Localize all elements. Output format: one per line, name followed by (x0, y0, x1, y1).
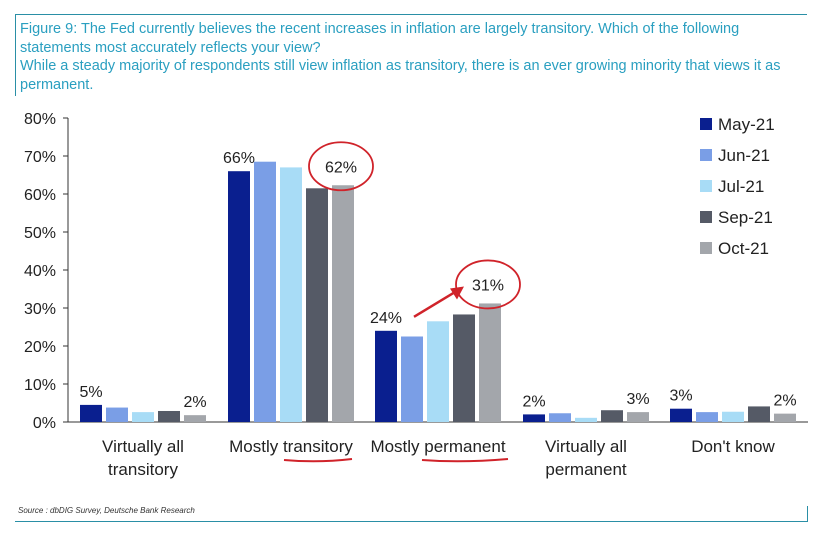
category-label: Virtually all (102, 437, 184, 456)
legend-swatch (700, 149, 712, 161)
highlight-circle (455, 259, 521, 310)
bar-jun-21 (549, 413, 571, 422)
category-label: Don't know (691, 437, 775, 456)
legend-swatch (700, 211, 712, 223)
bar-oct-21 (332, 185, 354, 422)
bar-sep-21 (158, 410, 180, 422)
category-label: Mostly permanent (370, 437, 505, 456)
category-label: Mostly transitory (229, 437, 353, 456)
bar-may-21 (523, 414, 545, 422)
y-tick-label: 70% (24, 149, 56, 166)
category-label: permanent (545, 460, 627, 479)
legend-swatch (700, 180, 712, 192)
bar-oct-21 (774, 413, 796, 422)
bar-jul-21 (427, 321, 449, 422)
bar-sep-21 (748, 406, 770, 422)
trend-arrow-line (413, 290, 457, 318)
bar-oct-21 (184, 415, 206, 422)
legend-label: May-21 (718, 115, 775, 134)
underline-transitory (283, 458, 353, 463)
bar-may-21 (228, 171, 250, 422)
data-label: 3% (626, 391, 649, 408)
data-label: 62% (325, 159, 357, 176)
trend-arrow-head (450, 286, 464, 300)
figure-caption: Figure 9: The Fed currently believes the… (20, 20, 800, 94)
bar-may-21 (670, 408, 692, 422)
frame-right-border (807, 506, 808, 522)
frame-left-border (15, 14, 16, 96)
legend-swatch (700, 118, 712, 130)
data-label: 3% (669, 388, 692, 405)
underline-permanent (421, 458, 509, 463)
data-label: 2% (522, 393, 545, 410)
bar-oct-21 (627, 412, 649, 422)
data-label: 2% (773, 393, 796, 410)
bar-oct-21 (479, 303, 501, 422)
y-tick-label: 60% (24, 187, 56, 204)
y-tick-label: 20% (24, 339, 56, 356)
bar-may-21 (80, 404, 102, 422)
legend-label: Sep-21 (718, 208, 773, 227)
bar-sep-21 (306, 188, 328, 422)
caption-title: Figure 9: The Fed currently believes the… (20, 21, 740, 56)
legend-label: Jul-21 (718, 177, 764, 196)
legend-label: Jun-21 (718, 146, 770, 165)
data-label: 66% (223, 150, 255, 167)
caption-subtitle: While a steady majority of respondents s… (20, 58, 781, 93)
bar-jul-21 (280, 167, 302, 422)
data-label: 5% (79, 384, 102, 401)
source-note: Source : dbDIG Survey, Deutsche Bank Res… (18, 506, 195, 515)
y-tick-label: 0% (33, 415, 56, 432)
bar-jun-21 (696, 412, 718, 422)
bar-jul-21 (132, 412, 154, 422)
category-label: transitory (108, 460, 178, 479)
y-tick-label: 10% (24, 377, 56, 394)
frame-bottom-border (15, 521, 808, 522)
y-tick-label: 40% (24, 263, 56, 280)
y-tick-label: 50% (24, 225, 56, 242)
y-tick-label: 80% (24, 111, 56, 128)
bar-jun-21 (106, 407, 128, 422)
frame-top-border (15, 14, 807, 15)
bar-sep-21 (601, 410, 623, 422)
y-tick-label: 30% (24, 301, 56, 318)
legend-label: Oct-21 (718, 239, 769, 258)
legend-swatch (700, 242, 712, 254)
bar-jun-21 (254, 161, 276, 422)
category-label: Virtually all (545, 437, 627, 456)
bar-may-21 (375, 330, 397, 422)
data-label: 2% (183, 394, 206, 411)
data-label: 31% (472, 277, 504, 294)
bar-jul-21 (722, 411, 744, 422)
highlight-circle (308, 141, 374, 192)
bar-sep-21 (453, 314, 475, 422)
bar-jun-21 (401, 336, 423, 422)
bar-jul-21 (575, 417, 597, 422)
data-label: 24% (370, 310, 402, 327)
